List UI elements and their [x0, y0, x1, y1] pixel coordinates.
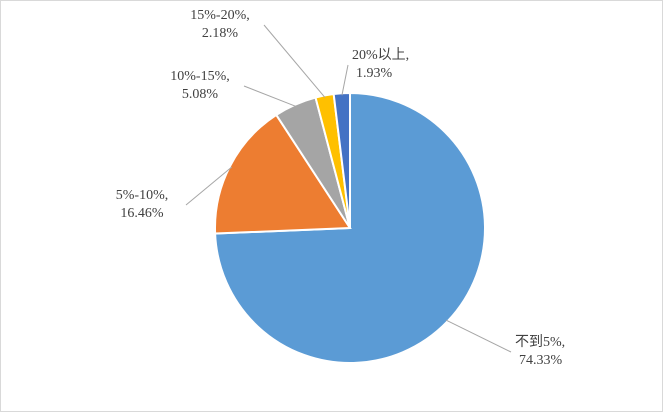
- data-label-value: 2.18%: [202, 26, 239, 41]
- leader-line: [185, 166, 233, 206]
- data-label-category: 10%-15%,: [170, 69, 230, 84]
- leader-line: [445, 319, 512, 353]
- data-label-category: 5%-10%,: [116, 188, 169, 203]
- leader-line: [341, 64, 349, 96]
- leader-line: [263, 24, 326, 98]
- data-label-value: 1.93%: [356, 66, 393, 81]
- data-label-value: 16.46%: [120, 206, 164, 221]
- pie-slice: [332, 91, 351, 229]
- data-label-category: 不到5%,: [515, 334, 565, 350]
- data-label-value: 5.08%: [182, 87, 219, 102]
- leader-line: [243, 85, 297, 107]
- pie-slice: [214, 113, 352, 235]
- data-label-category: 15%-20%,: [190, 8, 250, 23]
- data-label-category: 20%以上,: [352, 47, 409, 63]
- data-label-value: 74.33%: [519, 353, 563, 368]
